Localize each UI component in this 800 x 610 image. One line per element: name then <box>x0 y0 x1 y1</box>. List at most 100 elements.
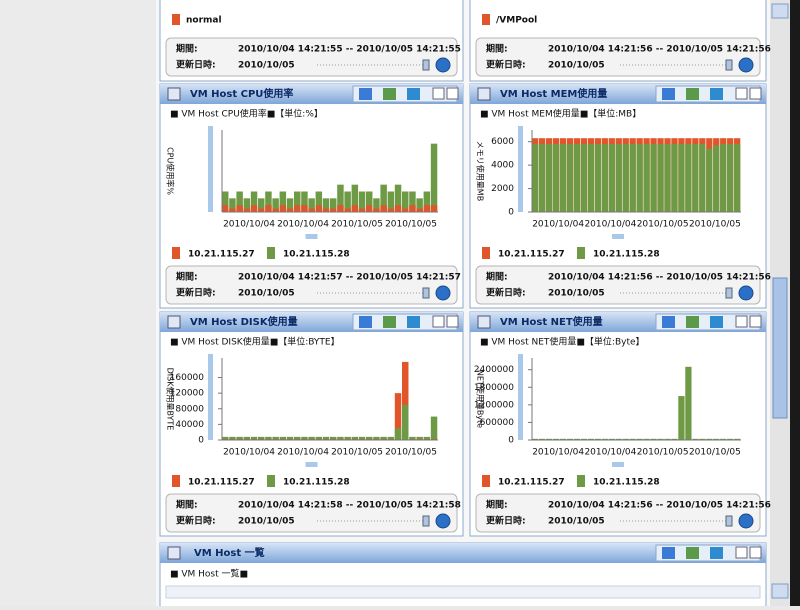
area-bar <box>622 144 629 212</box>
period: 2010/10/04 14:21:55 -- 2010/10/05 14:21:… <box>238 45 461 55</box>
refresh-button[interactable] <box>738 285 754 301</box>
tool-icon[interactable] <box>407 88 420 100</box>
close-button[interactable] <box>749 87 762 100</box>
legend-label: 10.21.115.27 <box>498 478 565 488</box>
refresh-button[interactable] <box>435 513 451 529</box>
y-tick-label: 40000 <box>175 420 204 430</box>
area-bar <box>720 438 727 440</box>
area-bar <box>629 438 636 440</box>
area-bar <box>279 436 287 440</box>
close-button[interactable] <box>446 315 459 328</box>
area-bar <box>559 144 567 212</box>
tool-icon[interactable] <box>710 88 723 100</box>
tool-icon[interactable] <box>686 88 699 100</box>
tool-icon[interactable] <box>359 88 372 100</box>
close-button[interactable] <box>446 87 459 100</box>
scroll-down[interactable] <box>771 583 789 599</box>
tool-icon[interactable] <box>383 88 396 100</box>
area-bar <box>373 208 380 212</box>
area-bar <box>587 144 595 212</box>
tool-icon[interactable] <box>383 316 396 328</box>
tool-icon[interactable] <box>662 547 675 559</box>
area-bar <box>344 436 351 440</box>
minimize-button[interactable] <box>735 87 748 100</box>
area-bar <box>734 438 741 440</box>
area-bar <box>532 438 539 440</box>
slider-thumb[interactable] <box>725 287 733 299</box>
area-bar <box>366 205 373 212</box>
tool-icon[interactable] <box>686 316 699 328</box>
scroll-up[interactable] <box>771 3 789 19</box>
slider-thumb[interactable] <box>725 59 733 71</box>
x-tick-label: 2010/10/04 <box>277 448 329 458</box>
area-bar <box>229 436 236 440</box>
area-bar <box>358 208 366 212</box>
scroll-marker <box>305 234 318 239</box>
scroll-marker <box>612 234 624 239</box>
minimize-button[interactable] <box>432 87 445 100</box>
slider-thumb[interactable] <box>422 287 430 299</box>
area-bar <box>308 436 315 440</box>
refresh-button[interactable] <box>738 57 754 73</box>
area-bar <box>315 205 323 212</box>
updated: 2010/10/05 <box>238 289 295 299</box>
y-tick-label: 6000 <box>491 137 514 147</box>
area-bar <box>402 404 409 440</box>
close-button[interactable] <box>749 546 762 559</box>
minimize-button[interactable] <box>735 315 748 328</box>
area-bar <box>552 144 560 212</box>
slider-thumb[interactable] <box>725 515 733 527</box>
x-tick-label: 2010/10/05 <box>331 448 383 458</box>
slider-thumb[interactable] <box>422 59 430 71</box>
area-bar <box>545 144 553 212</box>
x-tick-label: 2010/10/05 <box>689 448 741 458</box>
updated: 2010/10/05 <box>548 289 605 299</box>
area-bar <box>337 205 344 212</box>
area-bar <box>538 438 546 440</box>
minimize-button[interactable] <box>735 546 748 559</box>
tool-icon[interactable] <box>686 547 699 559</box>
area-bar <box>706 148 713 212</box>
area-bar <box>713 145 720 212</box>
area-bar <box>344 208 351 212</box>
area-bar <box>692 144 699 212</box>
refresh-button[interactable] <box>435 57 451 73</box>
tool-icon[interactable] <box>359 316 372 328</box>
legend-label: 10.21.115.28 <box>283 478 350 488</box>
tool-icon[interactable] <box>662 88 675 100</box>
list-header-row <box>165 585 761 599</box>
area-bar <box>236 436 243 440</box>
area-bar <box>573 438 581 440</box>
tool-icon[interactable] <box>710 547 723 559</box>
info-box <box>475 37 761 77</box>
area-bar <box>258 436 265 440</box>
minimize-button[interactable] <box>432 315 445 328</box>
area-bar <box>685 366 692 440</box>
area-bar <box>394 184 402 212</box>
area-bar <box>657 144 664 212</box>
scroll-thumb[interactable] <box>772 277 788 419</box>
area-bar <box>699 438 706 440</box>
period-label: 期間: <box>486 499 508 511</box>
tool-icon[interactable] <box>710 316 723 328</box>
tool-icon[interactable] <box>407 316 420 328</box>
tool-icon[interactable] <box>662 316 675 328</box>
y-tick-label: 600000 <box>480 418 515 428</box>
axis-band <box>518 126 523 212</box>
screen-edge <box>790 0 800 606</box>
refresh-button[interactable] <box>738 513 754 529</box>
area-bar <box>243 198 251 212</box>
area-bar <box>423 205 431 212</box>
panel-icon <box>477 87 491 101</box>
panel-title: VM Host MEM使用量 <box>500 87 607 100</box>
panel-title: VM Host DISK使用量 <box>190 315 298 328</box>
refresh-button[interactable] <box>435 285 451 301</box>
area-bar <box>351 205 359 212</box>
y-tick-label: 120000 <box>170 389 205 399</box>
x-tick-label: 2010/10/05 <box>689 220 741 230</box>
slider-thumb[interactable] <box>422 515 430 527</box>
x-tick-label: 2010/10/05 <box>385 220 437 230</box>
close-button[interactable] <box>749 315 762 328</box>
legend-label: 10.21.115.27 <box>188 250 255 260</box>
